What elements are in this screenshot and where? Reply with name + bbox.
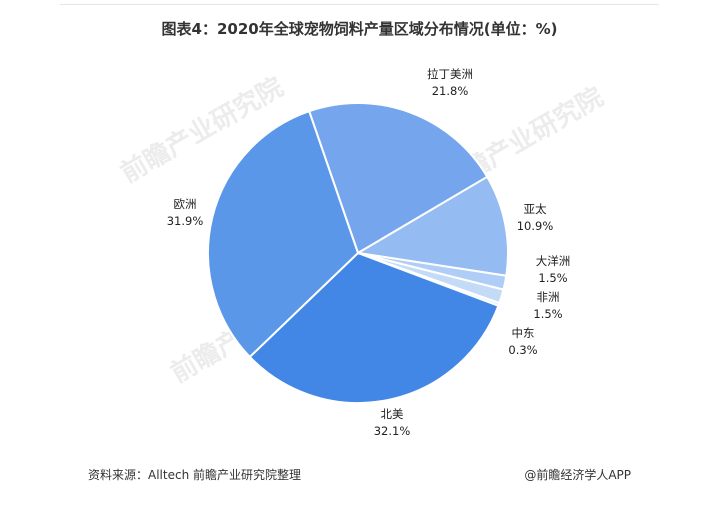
slice-label: 北美 32.1%	[374, 406, 411, 440]
source-note: 资料来源：Alltech 前瞻产业研究院整理	[88, 468, 301, 482]
slice-value: 31.9%	[166, 214, 204, 228]
slice-label: 拉丁美洲 21.8%	[427, 66, 473, 100]
slice-value: 32.1%	[373, 424, 411, 438]
slice-label: 欧洲 31.9%	[167, 196, 204, 230]
slice-label: 亚太 10.9%	[517, 201, 554, 235]
slice-name: 非洲	[536, 290, 560, 304]
top-divider	[60, 4, 659, 5]
slice-value: 10.9%	[516, 219, 554, 233]
slice-name: 北美	[380, 407, 404, 421]
pie-slice-5	[248, 251, 500, 404]
slice-label: 非洲 1.5%	[533, 289, 562, 323]
slice-label: 大洋洲 1.5%	[536, 253, 571, 287]
slice-value: 1.5%	[538, 271, 568, 285]
pie-slice-0	[307, 102, 489, 255]
slice-name: 亚太	[523, 202, 547, 216]
slice-value: 1.5%	[533, 307, 563, 321]
slice-name: 大洋洲	[535, 254, 571, 268]
slice-name: 拉丁美洲	[427, 67, 473, 81]
pie-slice-1	[355, 175, 509, 277]
credit-note: @前瞻经济学人APP	[524, 468, 631, 482]
slice-name: 欧洲	[173, 197, 197, 211]
slice-label: 中东 0.3%	[508, 325, 537, 359]
slice-value: 0.3%	[508, 343, 538, 357]
slice-value: 21.8%	[431, 84, 469, 98]
slice-name: 中东	[511, 326, 535, 340]
pie-slice-6	[207, 109, 360, 359]
chart-title: 图表4：2020年全球宠物饲料产量区域分布情况(单位：%)	[161, 20, 558, 38]
